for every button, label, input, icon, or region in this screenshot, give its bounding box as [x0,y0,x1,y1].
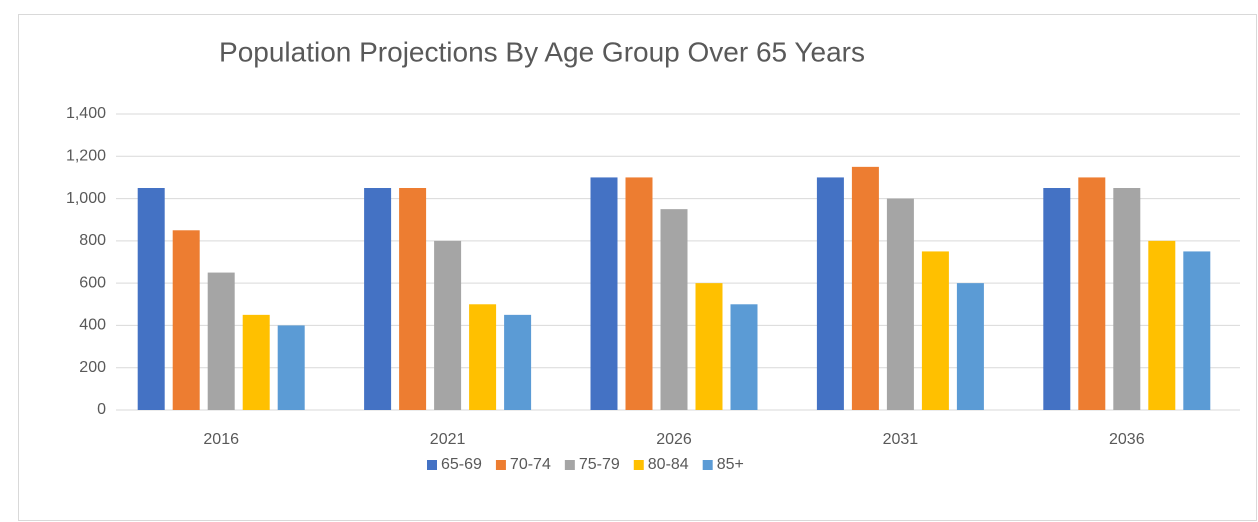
bar [590,177,618,410]
legend-swatch [633,460,644,470]
y-tick-label: 400 [79,317,106,334]
y-tick-label: 0 [97,401,106,418]
bar [1183,251,1211,410]
y-tick-label: 800 [79,232,106,249]
x-tick-label: 2036 [1109,431,1145,448]
bar [277,325,305,410]
x-tick-label: 2026 [656,431,692,448]
legend-label: 85+ [717,456,744,473]
bar [695,283,723,410]
bar [469,304,497,410]
bar [1113,188,1141,410]
y-tick-label: 1,400 [66,105,106,122]
bar [1043,188,1071,410]
bar [242,314,270,410]
legend-label: 75-79 [579,456,620,473]
bar [207,272,235,410]
bar [399,188,427,410]
bar [1148,240,1176,410]
bar [137,188,165,410]
bar [1078,177,1106,410]
bar [434,240,462,410]
bar [730,304,758,410]
bar [172,230,200,410]
bar [625,177,653,410]
y-tick-label: 1,200 [66,148,106,165]
y-tick-label: 600 [79,274,106,291]
bar [886,198,914,410]
bar [921,251,949,410]
legend-label: 80-84 [648,456,689,473]
legend-swatch [495,460,506,470]
y-tick-label: 1,000 [66,190,106,207]
bar [660,209,688,410]
legend-swatch [702,460,713,470]
y-tick-label: 200 [79,359,106,376]
x-tick-label: 2021 [430,431,466,448]
bar [364,188,392,410]
x-tick-label: 2031 [883,431,919,448]
bar [956,283,984,410]
chart-title: Population Projections By Age Group Over… [219,36,865,67]
x-tick-label: 2016 [203,431,239,448]
legend-label: 65-69 [441,456,482,473]
legend-swatch [427,460,437,470]
legend-label: 70-74 [510,456,551,473]
bar [816,177,844,410]
legend-swatch [564,460,575,470]
bar [851,166,879,410]
bar [504,314,532,410]
